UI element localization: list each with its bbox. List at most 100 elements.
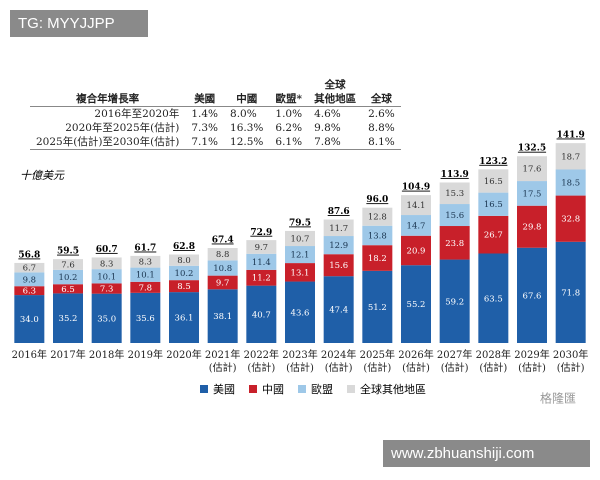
bar-segment [362, 245, 393, 271]
bar-segment [439, 226, 470, 260]
table-cell: 16.3% [230, 122, 264, 134]
total-label: 62.8 [173, 242, 195, 252]
bar-segment [478, 253, 509, 343]
bar-segment [14, 286, 45, 296]
bar-segment [53, 284, 83, 294]
table-header: 全球 [362, 78, 401, 107]
value-label: 16.5 [484, 177, 503, 187]
table-row: 2020年至2025年(估計) 7.3% 16.3% 6.2% 9.8% 8.8% [30, 121, 401, 135]
bar-segment [362, 225, 393, 246]
table-cell: 8.8% [368, 122, 395, 134]
value-label: 32.8 [561, 215, 580, 225]
value-label: 63.5 [484, 294, 503, 304]
value-label: 47.4 [329, 306, 348, 316]
bar-segment [14, 295, 45, 343]
watermark: TG: MYYJJPP [10, 10, 148, 37]
x-tick-label: 2029年 (估計) [514, 350, 550, 374]
x-tick-label: 2022年 (估計) [243, 350, 280, 374]
value-label: 12.9 [329, 241, 348, 251]
value-label: 9.7 [216, 278, 230, 288]
bar-segment [91, 293, 122, 343]
value-label: 11.7 [329, 224, 348, 234]
legend-swatch [347, 385, 355, 393]
value-label: 12.1 [291, 251, 310, 261]
bar-segment [207, 260, 238, 276]
value-label: 51.2 [368, 303, 387, 313]
value-label: 7.3 [100, 285, 114, 295]
value-label: 18.5 [561, 179, 580, 189]
table-cell: 8.0% [230, 108, 257, 120]
value-label: 7.8 [139, 283, 153, 293]
value-label: 10.1 [136, 271, 155, 281]
bar-segment [91, 257, 122, 270]
table-header: 複合年增長率 [30, 78, 186, 107]
bar-segment [53, 293, 83, 343]
legend-swatch [249, 385, 257, 393]
value-label: 29.8 [523, 223, 542, 233]
total-label: 61.7 [134, 244, 156, 254]
x-tick-label: 2018年 [88, 350, 125, 361]
table-cell: 6.2% [275, 122, 303, 134]
bar-segment [285, 230, 315, 247]
value-label: 59.2 [445, 297, 464, 307]
value-label: 10.2 [59, 273, 78, 283]
table-cell: 2016年至2020年 [94, 108, 180, 120]
x-tick-label: 2023年 (估計) [282, 350, 318, 374]
value-label: 23.8 [445, 239, 464, 249]
value-label: 35.2 [59, 314, 78, 324]
value-label: 18.7 [561, 152, 580, 162]
bar-segment [323, 236, 354, 255]
value-label: 13.8 [368, 231, 387, 241]
value-label: 67.6 [523, 291, 542, 301]
bar-segment [53, 259, 83, 270]
table-cell: 7.1% [185, 135, 225, 150]
value-label: 11.2 [252, 274, 271, 284]
value-label: 14.7 [407, 221, 426, 231]
value-label: 26.7 [484, 231, 503, 241]
value-label: 15.6 [329, 261, 348, 271]
bar-segment [517, 156, 547, 182]
table-row: 2016年至2020年 1.4% 8.0% 1.0% 4.6% 2.6% [30, 107, 401, 122]
value-label: 8.3 [100, 259, 114, 269]
bar-segment [169, 280, 199, 293]
table-cell: 2020年至2025年(估計) [65, 122, 180, 134]
bar-segment [169, 265, 199, 281]
total-label: 56.8 [18, 250, 40, 260]
total-label: 79.5 [289, 218, 311, 228]
table-cell: 2.6% [368, 108, 395, 120]
legend-label: 美國 [213, 383, 235, 396]
legend-label: 中國 [262, 383, 284, 396]
bar-segment [246, 240, 277, 254]
x-tick-label: 2024年 (估計) [320, 350, 357, 374]
bar-segment [401, 265, 431, 343]
bar-segment [246, 285, 277, 343]
total-label: 113.9 [441, 170, 469, 180]
total-label: 96.0 [366, 195, 388, 205]
bar-segment [323, 219, 354, 237]
value-label: 6.3 [23, 287, 37, 297]
value-label: 10.2 [175, 269, 194, 279]
value-label: 38.1 [213, 312, 232, 322]
bar-segment [53, 269, 83, 285]
table-cell: 6.1% [269, 135, 309, 150]
x-tick-label: 2026年 (估計) [398, 350, 434, 374]
value-label: 35.0 [97, 314, 116, 324]
value-label: 40.7 [252, 310, 271, 320]
value-label: 71.8 [561, 288, 580, 298]
bar-segment [555, 195, 586, 242]
value-label: 9.7 [255, 243, 269, 253]
value-label: 17.5 [523, 189, 542, 199]
bar-segment [555, 241, 586, 343]
bar-segment [401, 215, 431, 236]
table-header: 全球 其他地區 [308, 78, 363, 107]
bar-segment [14, 272, 45, 287]
bar-segment [207, 289, 238, 343]
watermark: www.zbhuanshiji.com [383, 440, 590, 467]
value-label: 6.7 [23, 264, 37, 274]
table-cell: 1.0% [275, 108, 303, 120]
legend-label: 歐盟 [311, 382, 333, 396]
bar-segment [555, 169, 586, 196]
unit-label: 十億美元 [20, 169, 65, 182]
